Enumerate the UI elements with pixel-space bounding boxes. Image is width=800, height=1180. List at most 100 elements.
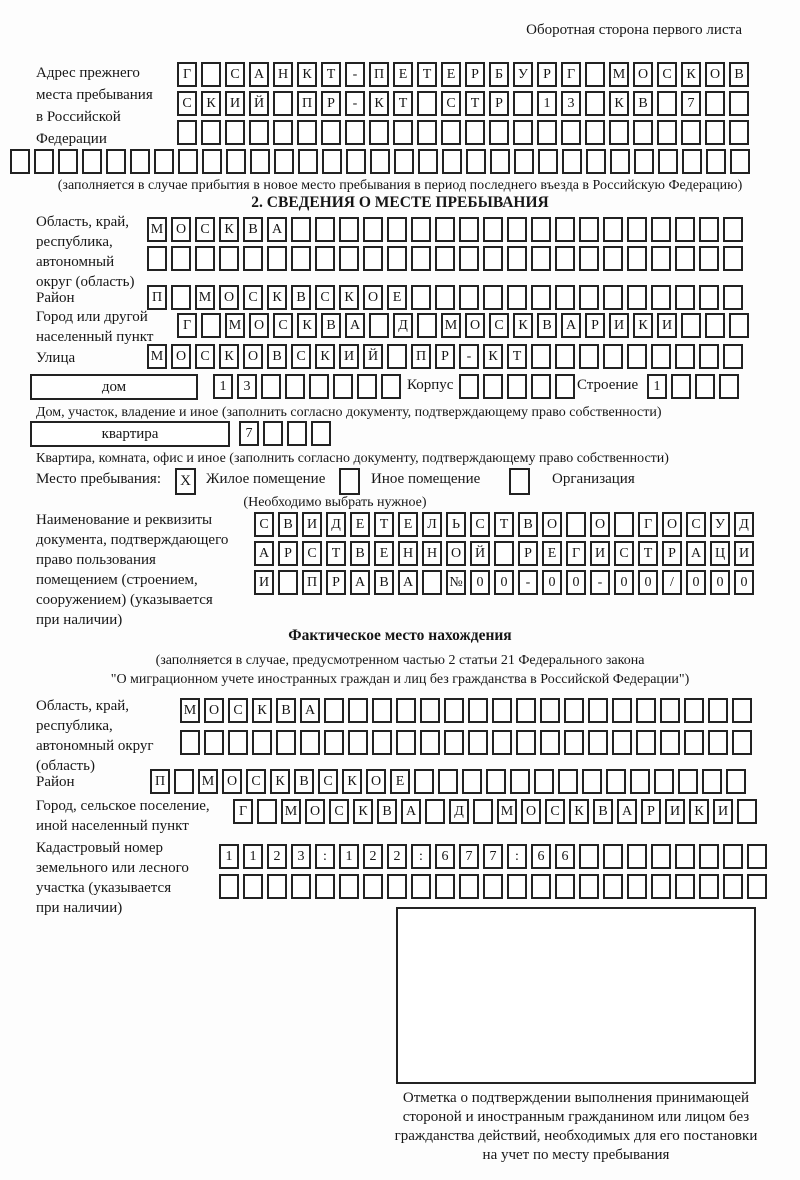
char-cell[interactable]: - <box>345 91 365 116</box>
char-cell[interactable]: Р <box>641 799 661 824</box>
char-cell[interactable] <box>483 246 503 271</box>
char-cell[interactable] <box>459 285 479 310</box>
char-cell[interactable] <box>507 374 527 399</box>
char-cell[interactable] <box>444 730 464 755</box>
char-cell[interactable]: А <box>345 313 365 338</box>
char-cell[interactable] <box>396 698 416 723</box>
char-cell[interactable] <box>507 874 527 899</box>
char-cell[interactable]: П <box>297 91 317 116</box>
char-cell[interactable]: А <box>350 570 370 595</box>
char-cell[interactable] <box>537 120 557 145</box>
char-cell[interactable] <box>370 149 390 174</box>
char-cell[interactable] <box>468 698 488 723</box>
char-cell[interactable] <box>387 874 407 899</box>
char-cell[interactable] <box>178 149 198 174</box>
char-cell[interactable]: О <box>366 769 386 794</box>
char-cell[interactable] <box>708 730 728 755</box>
char-cell[interactable] <box>705 120 725 145</box>
char-cell[interactable]: - <box>345 62 365 87</box>
char-cell[interactable] <box>675 874 695 899</box>
char-cell[interactable]: Р <box>321 91 341 116</box>
char-cell[interactable] <box>588 698 608 723</box>
char-cell[interactable] <box>473 799 493 824</box>
char-cell[interactable]: 1 <box>213 374 233 399</box>
char-cell[interactable] <box>201 313 221 338</box>
char-cell[interactable] <box>684 730 704 755</box>
char-cell[interactable] <box>660 730 680 755</box>
char-cell[interactable] <box>225 120 245 145</box>
char-cell[interactable]: Р <box>518 541 538 566</box>
kvartira-grid-row[interactable]: 7 <box>239 421 331 446</box>
char-cell[interactable]: И <box>609 313 629 338</box>
char-cell[interactable] <box>411 285 431 310</box>
char-cell[interactable]: В <box>537 313 557 338</box>
char-cell[interactable] <box>322 149 342 174</box>
char-cell[interactable]: С <box>195 217 215 242</box>
char-cell[interactable] <box>705 91 725 116</box>
char-cell[interactable]: К <box>633 313 653 338</box>
char-cell[interactable]: К <box>252 698 272 723</box>
char-cell[interactable]: 0 <box>614 570 634 595</box>
char-cell[interactable] <box>257 799 277 824</box>
char-cell[interactable]: К <box>609 91 629 116</box>
char-cell[interactable]: К <box>339 285 359 310</box>
char-cell[interactable] <box>603 874 623 899</box>
char-cell[interactable]: И <box>254 570 274 595</box>
char-cell[interactable] <box>555 874 575 899</box>
char-cell[interactable] <box>723 344 743 369</box>
char-cell[interactable]: Н <box>273 62 293 87</box>
char-cell[interactable] <box>278 570 298 595</box>
char-cell[interactable] <box>531 246 551 271</box>
char-cell[interactable] <box>442 149 462 174</box>
char-cell[interactable] <box>466 149 486 174</box>
char-cell[interactable] <box>636 698 656 723</box>
char-cell[interactable] <box>737 799 757 824</box>
char-cell[interactable] <box>444 698 464 723</box>
char-cell[interactable] <box>507 285 527 310</box>
char-cell[interactable] <box>435 246 455 271</box>
char-cell[interactable] <box>411 874 431 899</box>
char-cell[interactable]: С <box>441 91 461 116</box>
char-cell[interactable] <box>555 246 575 271</box>
char-cell[interactable] <box>201 62 221 87</box>
char-cell[interactable] <box>372 730 392 755</box>
char-cell[interactable]: О <box>542 512 562 537</box>
char-cell[interactable] <box>414 769 434 794</box>
char-cell[interactable] <box>357 374 377 399</box>
char-cell[interactable] <box>562 149 582 174</box>
char-cell[interactable] <box>675 344 695 369</box>
char-cell[interactable] <box>339 874 359 899</box>
char-cell[interactable] <box>494 541 514 566</box>
char-cell[interactable]: Е <box>350 512 370 537</box>
char-cell[interactable]: 0 <box>686 570 706 595</box>
char-cell[interactable] <box>660 698 680 723</box>
char-cell[interactable]: 1 <box>647 374 667 399</box>
char-cell[interactable]: С <box>228 698 248 723</box>
char-cell[interactable] <box>130 149 150 174</box>
char-cell[interactable]: М <box>195 285 215 310</box>
char-cell[interactable] <box>171 246 191 271</box>
char-cell[interactable]: О <box>305 799 325 824</box>
char-cell[interactable] <box>276 730 296 755</box>
char-cell[interactable] <box>195 246 215 271</box>
char-cell[interactable]: Е <box>387 285 407 310</box>
char-cell[interactable]: В <box>267 344 287 369</box>
char-cell[interactable]: К <box>513 313 533 338</box>
char-cell[interactable] <box>585 91 605 116</box>
char-cell[interactable] <box>462 769 482 794</box>
char-cell[interactable]: А <box>398 570 418 595</box>
char-cell[interactable] <box>363 217 383 242</box>
char-cell[interactable] <box>459 246 479 271</box>
char-cell[interactable]: А <box>561 313 581 338</box>
char-cell[interactable]: Д <box>734 512 754 537</box>
char-cell[interactable]: И <box>665 799 685 824</box>
char-cell[interactable] <box>483 217 503 242</box>
char-cell[interactable]: 7 <box>483 844 503 869</box>
char-cell[interactable] <box>339 217 359 242</box>
char-cell[interactable]: Б <box>489 62 509 87</box>
char-cell[interactable] <box>612 698 632 723</box>
char-cell[interactable] <box>729 313 749 338</box>
char-cell[interactable] <box>531 285 551 310</box>
